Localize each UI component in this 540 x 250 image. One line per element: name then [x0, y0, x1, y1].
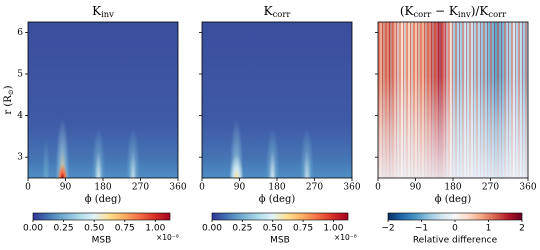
y-axis-label: r (R⊙)	[3, 85, 16, 114]
colorbar-tick-label: 0.25	[232, 224, 252, 234]
x-tick-label: 360	[343, 183, 360, 193]
panel-title-part: )/K	[471, 4, 490, 18]
x-tick-label: 360	[519, 183, 536, 193]
x-tick-label: 0	[25, 183, 31, 193]
x-tick-label: 180	[444, 183, 461, 193]
x-tick-label: 90	[234, 183, 246, 193]
panel-title-part: inv	[101, 9, 114, 19]
colorbar-tick-label: 0.50	[263, 224, 283, 234]
colorbar-tick-label: 1	[486, 224, 492, 234]
x-axis-label: ϕ (deg)	[259, 194, 296, 205]
colorbar-label: MSB	[92, 236, 112, 246]
colorbar-tick-label: 0.75	[115, 224, 135, 234]
colorbar	[211, 212, 349, 221]
heatmap-image	[378, 22, 528, 178]
colorbar	[387, 212, 523, 221]
x-tick-label: 180	[268, 183, 285, 193]
x-axis-label: ϕ (deg)	[435, 194, 472, 205]
y-tick-label: 3	[17, 153, 23, 163]
x-tick-label: 90	[60, 183, 72, 193]
colorbar-label: MSB	[270, 236, 290, 246]
panel-title: Kinv	[92, 4, 114, 19]
colorbar-tick-label: 1.00	[323, 224, 343, 234]
panel-title: Kcorr	[264, 4, 291, 19]
y-tick-label: 5	[17, 70, 23, 80]
colorbar-offset: ×10⁻⁸	[334, 233, 357, 242]
x-tick-label: 180	[94, 183, 111, 193]
x-tick-label: 90	[410, 183, 422, 193]
panel-title-part: corr	[273, 9, 291, 19]
y-axis-label-part: )	[3, 85, 14, 89]
colorbar-tick-label: 0.00	[202, 224, 222, 234]
x-axis-label-part: ϕ (deg)	[259, 194, 296, 205]
y-tick-label: 6	[17, 28, 23, 38]
colorbar-tick-label: 0.00	[23, 224, 43, 234]
colorbar-tick-label: 0.25	[54, 224, 74, 234]
x-tick-label: 0	[199, 183, 205, 193]
colorbar-label: Relative difference	[413, 236, 498, 246]
panel-title-part: (K	[400, 4, 415, 18]
panel-title-part: K	[92, 4, 102, 18]
colorbar-tick-label: −2	[381, 224, 394, 234]
y-tick-label: 4	[17, 111, 23, 121]
colorbar	[32, 212, 171, 221]
colorbar-offset: ×10⁻⁸	[156, 233, 179, 242]
panel-title-part: corr	[488, 9, 506, 19]
panel-title: (Kcorr − Kinv)/Kcorr	[400, 4, 506, 19]
heatmap-image	[28, 22, 178, 178]
x-tick-label: 270	[132, 183, 149, 193]
panel-title-part: corr	[413, 9, 431, 19]
x-axis-label: ϕ (deg)	[85, 194, 122, 205]
x-tick-label: 0	[375, 183, 381, 193]
heatmap-image	[202, 22, 352, 178]
colorbar-tick-label: 0.75	[293, 224, 313, 234]
x-axis-label-part: ϕ (deg)	[85, 194, 122, 205]
plot-frame	[27, 21, 179, 179]
x-tick-label: 360	[169, 183, 186, 193]
x-tick-label: 270	[482, 183, 499, 193]
colorbar-tick-label: 2	[519, 224, 525, 234]
colorbar-tick-label: 0	[452, 224, 458, 234]
y-axis-label-part: ⊙	[7, 89, 15, 95]
plot-frame	[201, 21, 353, 179]
x-tick-label: 270	[306, 183, 323, 193]
colorbar-tick-label: 0.50	[84, 224, 104, 234]
panel-title-part: − K	[431, 4, 459, 18]
y-axis-label-part: r (R	[3, 95, 14, 115]
colorbar-tick-label: 1.00	[145, 224, 165, 234]
colorbar-tick-label: −1	[415, 224, 428, 234]
plot-frame	[377, 21, 529, 179]
x-axis-label-part: ϕ (deg)	[435, 194, 472, 205]
panel-title-part: inv	[458, 9, 471, 19]
panel-title-part: K	[264, 4, 274, 18]
